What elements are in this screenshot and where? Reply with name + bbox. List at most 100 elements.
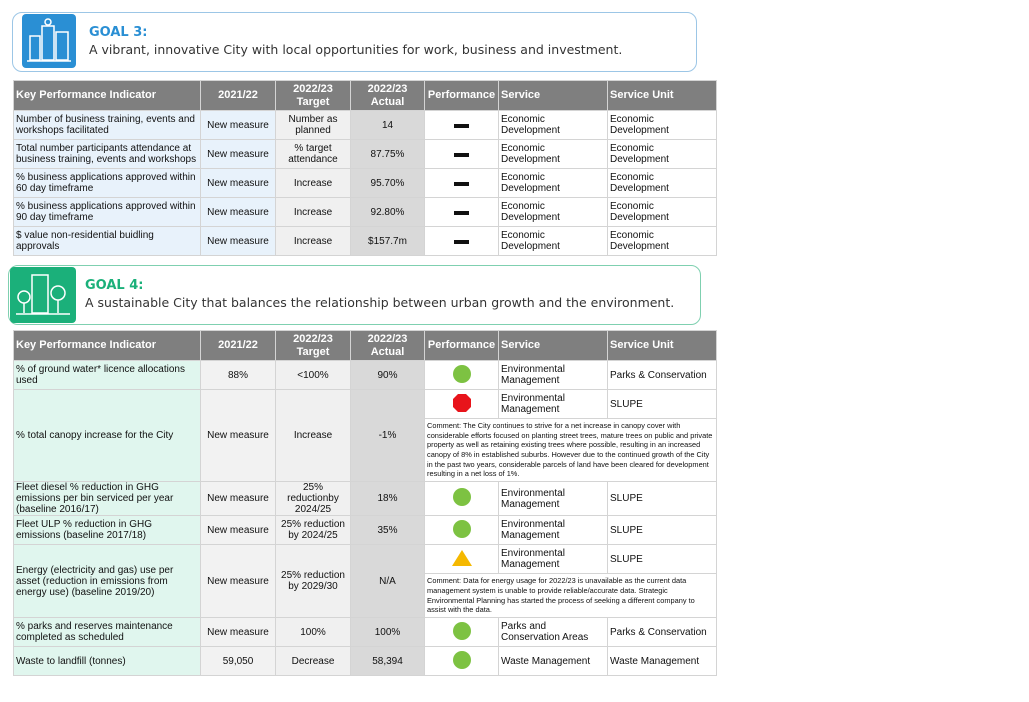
cell: $157.7m <box>350 226 425 256</box>
comment: Comment: Data for energy usage for 2022/… <box>424 573 717 618</box>
comment: Comment: The City continues to strive fo… <box>424 418 717 482</box>
cell: SLUPE <box>607 481 717 516</box>
cell: N/A <box>350 544 425 618</box>
cell: 25% reduction by 2029/30 <box>275 544 351 618</box>
cell: Waste Management <box>498 646 608 676</box>
cell: Parks & Conservation <box>607 360 717 390</box>
cell: Environmental Management <box>498 389 608 419</box>
cell: 14 <box>350 110 425 140</box>
cell: 88% <box>200 360 276 390</box>
cell: SLUPE <box>607 544 717 574</box>
performance-icon <box>424 360 499 390</box>
cell: Waste Management <box>607 646 717 676</box>
cell: New measure <box>200 139 276 169</box>
cell: 95.70% <box>350 168 425 198</box>
cell: <100% <box>275 360 351 390</box>
goal-banner: GOAL 4: A sustainable City that balances… <box>8 265 701 325</box>
kpi-table: Key Performance Indicator 2021/22 2022/23 … <box>13 330 717 676</box>
cell: Energy (electricity and gas) use per ass… <box>13 544 201 618</box>
cell: 100% <box>350 617 425 647</box>
cell: New measure <box>200 110 276 140</box>
city-icon <box>27 18 71 62</box>
cell: % target attendance <box>275 139 351 169</box>
header-cell: 2022/23 Actual <box>350 330 425 361</box>
cell: Economic Development <box>607 197 717 227</box>
performance-icon <box>424 139 499 169</box>
row: Fleet ULP % reduction in GHG emissions (… <box>13 515 717 545</box>
cell: New measure <box>200 226 276 256</box>
cell: Environmental Management <box>498 515 608 545</box>
cell: New measure <box>200 544 276 618</box>
goal-banner: GOAL 3: A vibrant, innovative City with … <box>12 12 697 72</box>
cell: SLUPE <box>607 515 717 545</box>
cell: Increase <box>275 168 351 198</box>
header-cell: Service Unit <box>607 80 717 111</box>
cell: % total canopy increase for the City <box>13 389 201 482</box>
header-cell: 2021/22 <box>200 80 276 111</box>
cell: Environmental Management <box>498 360 608 390</box>
cell: % parks and reserves maintenance complet… <box>13 617 201 647</box>
header-cell: 2021/22 <box>200 330 276 361</box>
cell: 87.75% <box>350 139 425 169</box>
cell: Economic Development <box>498 139 608 169</box>
row: Energy (electricity and gas) use per ass… <box>13 544 717 618</box>
cell: Economic Development <box>498 110 608 140</box>
cell: % business applications approved within … <box>13 197 201 227</box>
cell: 18% <box>350 481 425 516</box>
cell: Increase <box>275 389 351 482</box>
cell: Waste to landfill (tonnes) <box>13 646 201 676</box>
row: % parks and reserves maintenance complet… <box>13 617 717 647</box>
row: Number of business training, events and … <box>13 110 717 140</box>
performance-icon <box>424 389 499 419</box>
cell: Economic Development <box>607 110 717 140</box>
cell: % of ground water* licence allocations u… <box>13 360 201 390</box>
performance-icon <box>424 617 499 647</box>
header-cell: Service <box>498 330 608 361</box>
performance-icon <box>424 515 499 545</box>
row: $ value non-residential buidling approva… <box>13 226 717 256</box>
row: % of ground water* licence allocations u… <box>13 360 717 390</box>
cell: 25% reduction by 2024/25 <box>275 515 351 545</box>
cell: % business applications approved within … <box>13 168 201 198</box>
cell: 92.80% <box>350 197 425 227</box>
cell: Increase <box>275 197 351 227</box>
cell: Number as planned <box>275 110 351 140</box>
row: Fleet diesel % reduction in GHG emission… <box>13 481 717 516</box>
performance-icon <box>424 110 499 140</box>
cell: Environmental Management <box>498 544 608 574</box>
header-cell: Service Unit <box>607 330 717 361</box>
cell: 58,394 <box>350 646 425 676</box>
comment-row: Comment: The City continues to strive fo… <box>14 418 717 482</box>
cell: New measure <box>200 515 276 545</box>
cell: New measure <box>200 389 276 482</box>
cell: New measure <box>200 168 276 198</box>
header-cell: Key Performance Indicator <box>13 330 201 361</box>
header-row: Key Performance Indicator 2021/22 2022/23 … <box>13 330 717 361</box>
cell: Economic Development <box>498 168 608 198</box>
row: % total canopy increase for the City New … <box>13 389 717 482</box>
header-row: Key Performance Indicator 2021/22 2022/23 … <box>13 80 717 111</box>
cell: 35% <box>350 515 425 545</box>
cell: $ value non-residential buidling approva… <box>13 226 201 256</box>
goal-title: GOAL 4: <box>85 278 144 293</box>
header-cell: Performance <box>424 80 499 111</box>
cell: Economic Development <box>498 226 608 256</box>
row: Total number participants attendance at … <box>13 139 717 169</box>
performance-icon <box>424 481 499 516</box>
cell: Total number participants attendance at … <box>13 139 201 169</box>
cell: New measure <box>200 617 276 647</box>
goal-icon <box>22 14 76 68</box>
header-cell: 2022/23 Target <box>275 80 351 111</box>
header-cell: 2022/23 Actual <box>350 80 425 111</box>
cell: SLUPE <box>607 389 717 419</box>
performance-icon <box>424 197 499 227</box>
cell: Economic Development <box>607 168 717 198</box>
cell: 90% <box>350 360 425 390</box>
cell: 100% <box>275 617 351 647</box>
cell: Fleet ULP % reduction in GHG emissions (… <box>13 515 201 545</box>
cell: Economic Development <box>498 197 608 227</box>
goal-title: GOAL 3: <box>89 25 148 40</box>
cell: Increase <box>275 226 351 256</box>
cell: 25% reductionby 2024/25 <box>275 481 351 516</box>
